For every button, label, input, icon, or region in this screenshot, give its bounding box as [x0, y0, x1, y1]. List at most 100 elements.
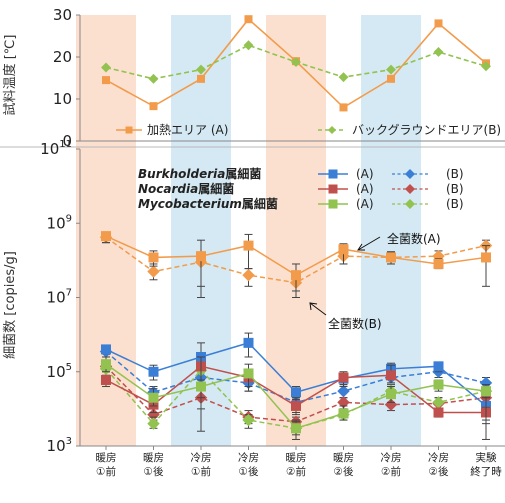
- legend-a-label: (A): [356, 167, 374, 181]
- legend-marker-diamond: [405, 199, 415, 209]
- top-y-tick-label: 20: [53, 48, 72, 66]
- series--b-: [101, 40, 491, 84]
- legend-marker-square: [328, 169, 338, 179]
- data-point: [148, 73, 159, 84]
- data-point: [101, 62, 111, 73]
- data-point: [338, 408, 349, 419]
- data-point: [101, 344, 111, 355]
- series: [99, 15, 493, 440]
- data-point: [433, 361, 444, 372]
- x-tick-label: 冷房: [238, 451, 259, 464]
- data-point: [242, 268, 255, 282]
- x-tick-label: 暖房: [96, 451, 117, 464]
- x-tick-label: 実験: [476, 451, 497, 464]
- series-line: [105, 368, 487, 430]
- annotation-total-b: 全菌数(B): [309, 302, 382, 331]
- bottom-y-tick-label: 103: [47, 436, 72, 455]
- data-point: [147, 417, 160, 430]
- legend-heated-area: 加熱エリア (A): [147, 123, 228, 137]
- data-point: [148, 392, 159, 403]
- data-point: [338, 244, 349, 255]
- legend-marker-diamond: [328, 126, 336, 134]
- data-point: [386, 64, 396, 75]
- legend-marker-diamond: [405, 184, 415, 194]
- bottom-y-tick-label: 109: [47, 213, 72, 232]
- x-tick-label: 冷房: [191, 451, 212, 464]
- bottom-y-tick-label: 105: [47, 362, 72, 381]
- bottom-y-tick-label: 1011: [40, 139, 72, 158]
- data-point: [243, 240, 254, 251]
- top-y-tick-label: 0: [62, 132, 72, 150]
- data-point: [291, 270, 301, 281]
- period-shading: [76, 15, 421, 446]
- data-point: [242, 413, 255, 427]
- legend-title-nocardia: Nocardia属細菌: [138, 181, 234, 196]
- x-tick-label: 冷房: [428, 451, 449, 464]
- legend-marker-square: [328, 199, 338, 209]
- annotation-total-a-text: 全菌数(A): [387, 231, 441, 246]
- data-point: [291, 57, 301, 67]
- data-point: [101, 231, 111, 242]
- data-point: [481, 252, 491, 263]
- x-tick-label: 冷房: [381, 451, 402, 464]
- legend-title-italic: Mycobacterium: [138, 197, 242, 211]
- legend-marker-square: [328, 184, 338, 194]
- data-point: [243, 337, 254, 348]
- x-tick-label: ①前: [96, 465, 116, 478]
- data-point: [432, 396, 445, 409]
- x-tick-label: ②後: [334, 465, 354, 478]
- x-tick-label: 暖房: [333, 451, 354, 464]
- data-point: [148, 252, 159, 263]
- legend-title-suffix: 属細菌: [225, 166, 261, 181]
- data-point: [433, 258, 444, 269]
- data-point: [433, 47, 444, 57]
- legend-title-burkholderia: Burkholderia属細菌: [138, 166, 261, 181]
- data-point: [102, 76, 110, 85]
- data-point: [386, 370, 396, 381]
- data-point: [479, 376, 493, 390]
- data-point: [147, 408, 160, 421]
- data-point: [291, 423, 301, 434]
- data-point: [481, 61, 491, 72]
- data-point: [196, 381, 206, 392]
- x-tick-label: ②後: [429, 465, 449, 478]
- shading-band: [266, 15, 326, 446]
- data-point: [197, 74, 205, 83]
- series-mycobacterium-a-: [101, 356, 491, 440]
- data-point: [386, 389, 396, 400]
- data-point: [101, 359, 111, 370]
- legend-background-area: バックグラウンドエリア(B): [352, 123, 501, 137]
- data-point: [387, 74, 395, 83]
- data-point: [147, 265, 160, 278]
- legend-marker-diamond: [405, 169, 415, 179]
- bottom-y-axis-label: 細菌数 [copies/g]: [3, 251, 18, 359]
- legend-marker-square: [125, 126, 133, 134]
- top-legend: 加熱エリア (A) バックグラウンドエリア(B): [116, 123, 501, 137]
- bottom-legend: Burkholderia属細菌 Nocardia属細菌 Mycobacteriu…: [138, 166, 464, 211]
- legend-title-suffix: 属細菌: [198, 181, 234, 196]
- data-point: [433, 407, 444, 418]
- legend-title-suffix: 属細菌: [242, 196, 278, 211]
- x-tick-label: ②前: [286, 465, 306, 478]
- data-point: [384, 398, 398, 411]
- legend-b-label: (B): [446, 182, 464, 196]
- data-point: [244, 15, 253, 24]
- legend-title-mycobacterium: Mycobacterium属細菌: [138, 196, 278, 211]
- x-tick-label: 終了時: [470, 465, 502, 478]
- data-point: [338, 372, 349, 383]
- top-y-axis-label: 試料温度 [℃]: [2, 35, 18, 116]
- bottom-y-tick-label: 107: [47, 288, 72, 307]
- data-point: [243, 368, 254, 379]
- top-y-tick-label: 10: [53, 90, 72, 108]
- x-tick-label: ①後: [239, 465, 259, 478]
- x-tick-label: 暖房: [143, 451, 164, 464]
- legend-b-label: (B): [446, 197, 464, 211]
- annotation-total-b-text: 全菌数(B): [328, 316, 382, 331]
- top-y-tick-label: 30: [53, 6, 72, 24]
- legend-b-label: (B): [446, 167, 464, 181]
- annotation-total-a: 全菌数(A): [357, 231, 441, 251]
- data-point: [337, 384, 350, 398]
- legend-a-label: (A): [356, 182, 374, 196]
